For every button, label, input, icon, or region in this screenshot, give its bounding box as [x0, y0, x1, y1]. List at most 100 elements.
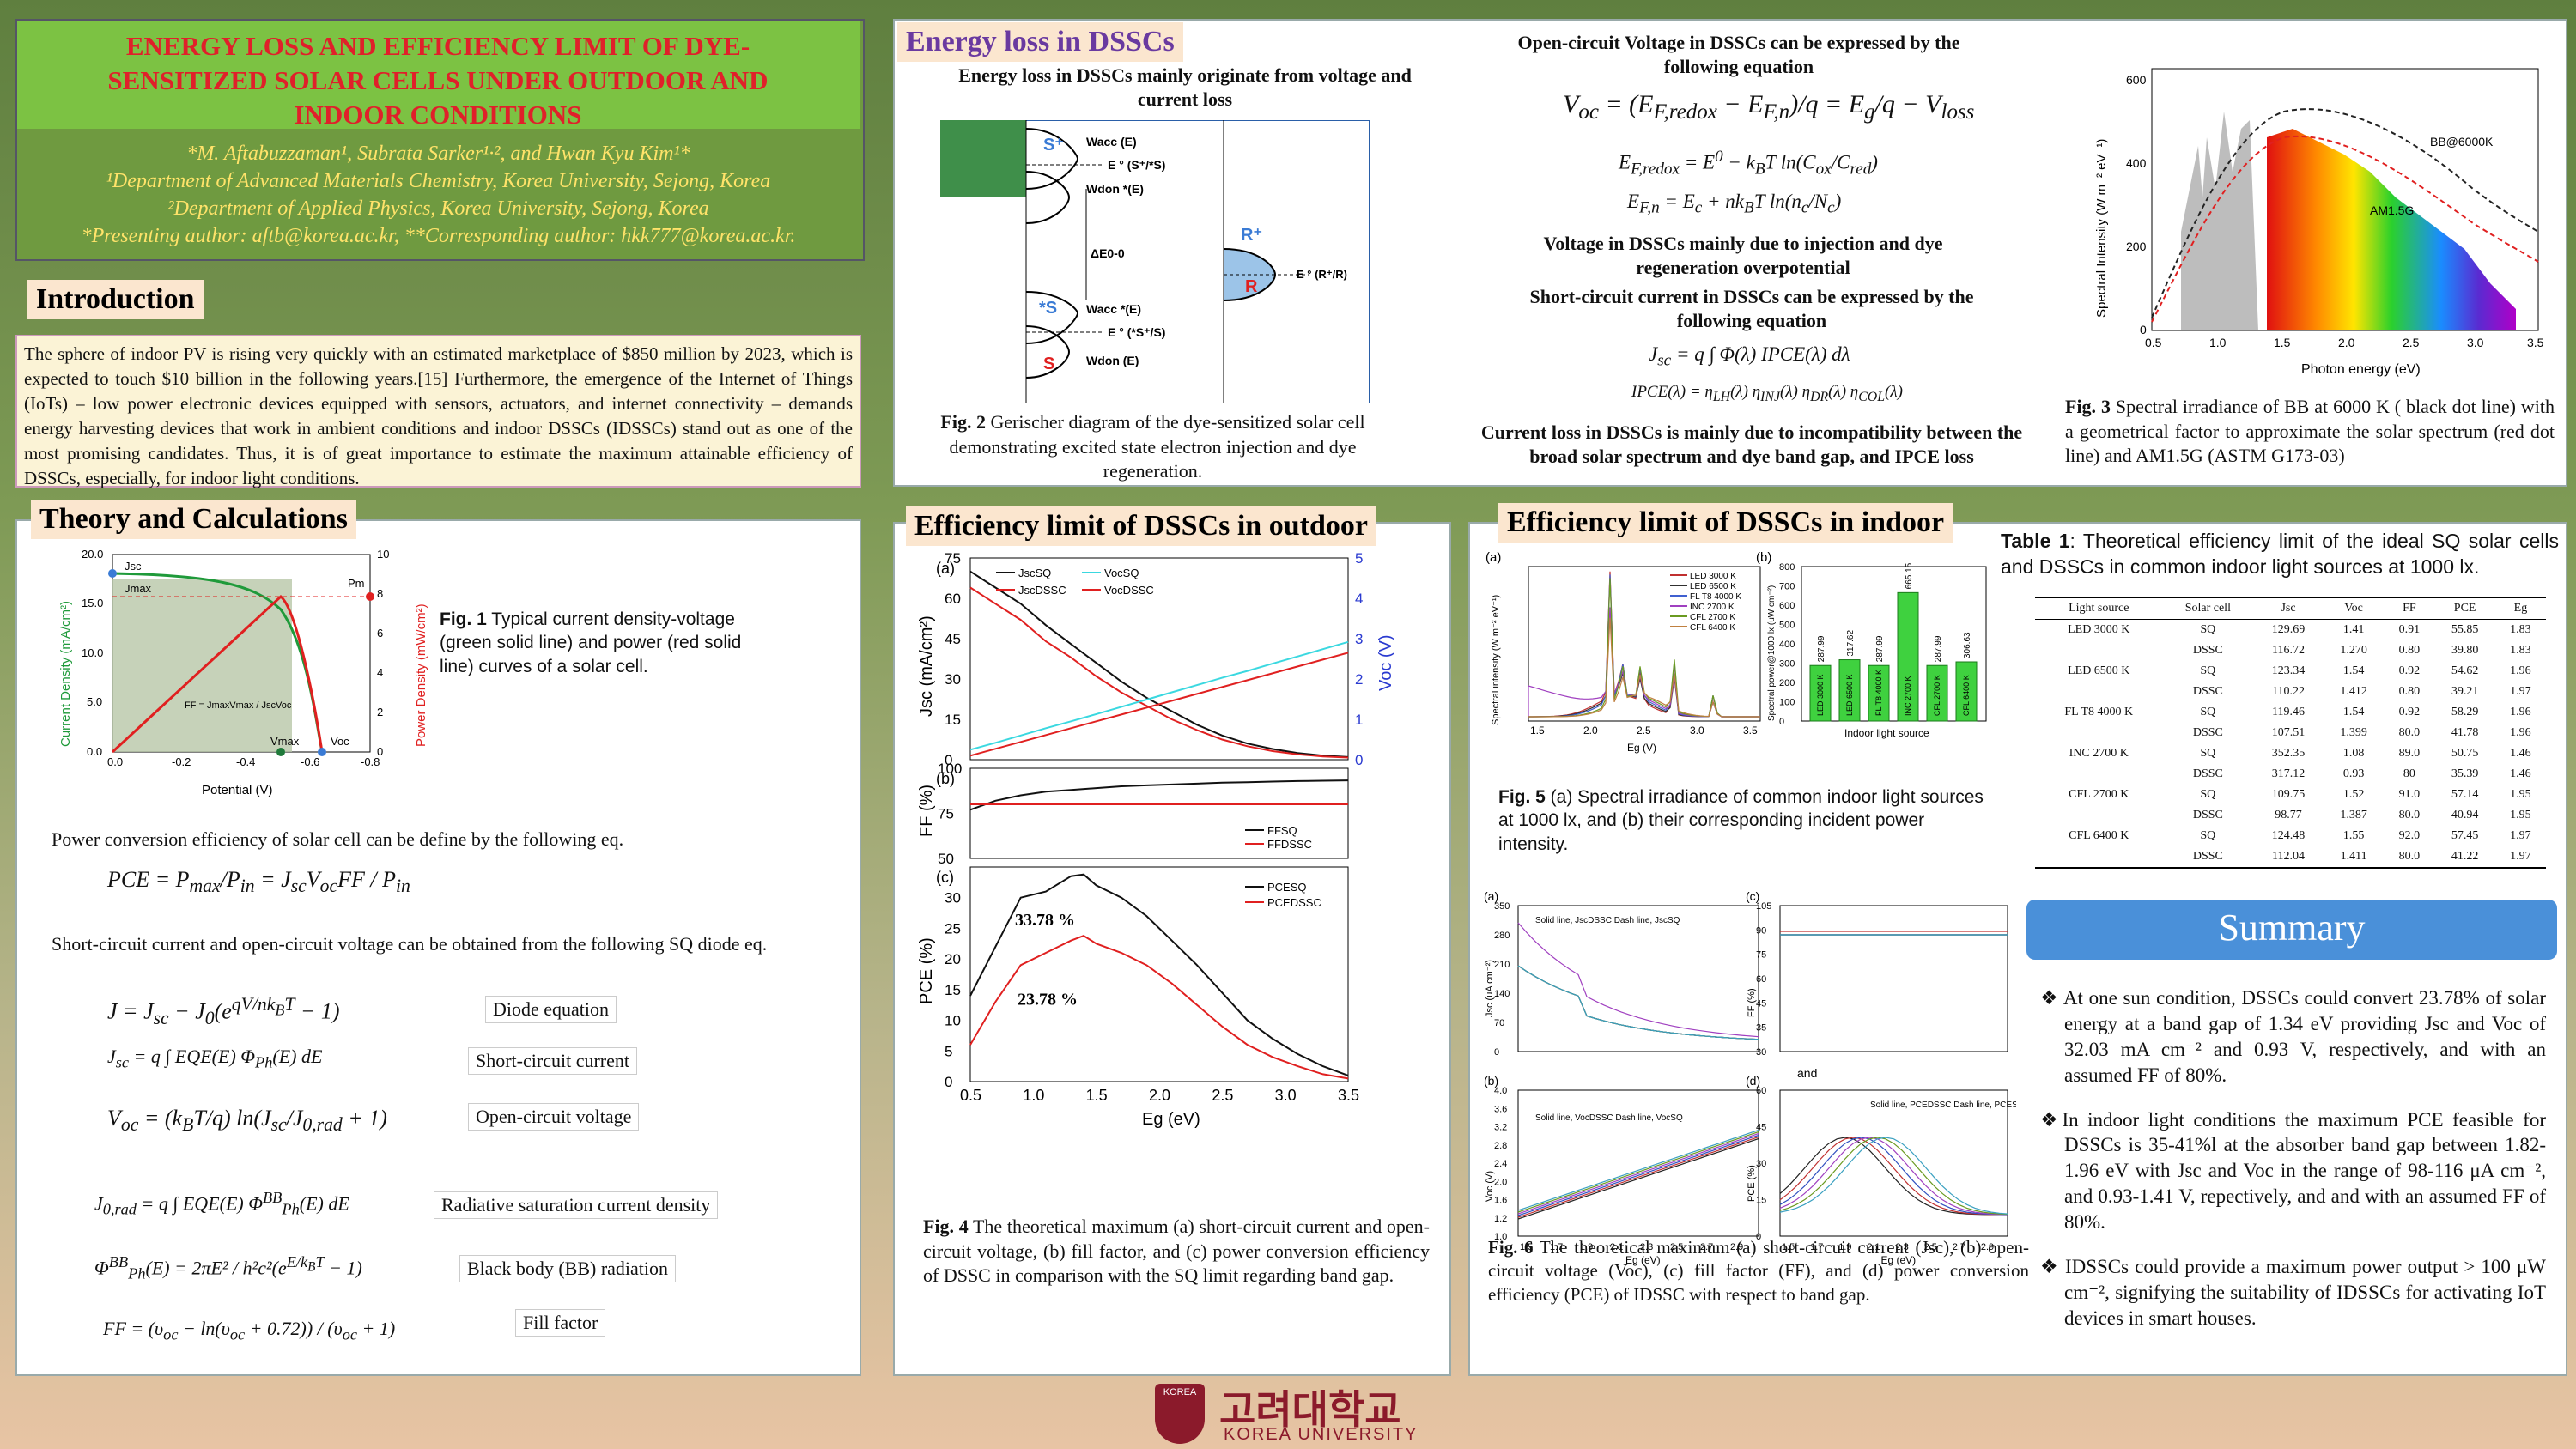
- fig5b-bar: [1868, 664, 1890, 722]
- fig1-y2label: Power Density (mW/cm²): [414, 603, 428, 747]
- label-short-circuit: Short-circuit current: [468, 1047, 637, 1075]
- fig6-series: [1517, 922, 1759, 1038]
- fig4c-legend-entry: PCEDSSC: [1267, 896, 1321, 909]
- table-cell: 35.39: [2451, 767, 2479, 780]
- diag-wacc2: Wacc *(E): [1086, 302, 1141, 316]
- fig1-caption-text: Typical current density-voltage (green s…: [440, 609, 742, 676]
- fig6-xtick: 1.5: [1520, 1242, 1533, 1252]
- summary-bullet-3-text: IDSSCs could provide a maximum power out…: [2064, 1256, 2546, 1329]
- fig5a-legend-entry: CFL 2700 K: [1690, 613, 1735, 622]
- intro-title: Introduction: [27, 280, 204, 319]
- fig1-jv-chart: Jsc Jmax Pm Vmax Voc FF = JmaxVmax / Jsc…: [58, 549, 428, 797]
- voc-note: Voltage in DSSCs mainly due to injection…: [1543, 233, 1943, 278]
- energy-subtitle: Energy loss in DSSCs mainly originate fr…: [958, 64, 1412, 110]
- fig6-ytick: 30: [1756, 1159, 1766, 1169]
- table-cell: SQ: [2200, 623, 2216, 636]
- presenting-author: *Presenting author: aftb@korea.ac.kr, **…: [81, 225, 796, 247]
- fig6-xtick: 1.9: [1580, 1242, 1593, 1252]
- fig5a-xtick: 1.5: [1530, 724, 1545, 737]
- fig3-ylabel: Spectral Intensity (W m⁻² eV⁻¹): [2094, 139, 2109, 318]
- fig1-voc-label: Voc: [331, 735, 349, 748]
- table-row: DSSC 107.51 1.399 80.0 41.78 1.96: [2035, 723, 2546, 743]
- fig1-pm-label: Pm: [348, 577, 365, 590]
- table-cell: 116.72: [2272, 644, 2306, 657]
- fig6-series: [1517, 1131, 1759, 1213]
- table-cell: 0.92: [2398, 706, 2421, 718]
- fig6-ytick: 60: [1756, 974, 1766, 985]
- fig4c-ytick: 20: [945, 951, 961, 967]
- fig4-caption-label: Fig. 4: [923, 1216, 969, 1237]
- table-row: FL T8 4000 K SQ 119.46 1.54 0.92 58.29 1.96: [2035, 702, 2546, 723]
- table1-title: Table 1: Theoretical efficiency limit of…: [2001, 528, 2559, 579]
- efn-equation: EF,n = Ec + nkBT ln(nc/Nc): [1627, 191, 1842, 217]
- table-cell: 317.12: [2271, 767, 2306, 780]
- fig6-xtick: 1.9: [1838, 1242, 1851, 1252]
- logo-seal-text: KOREA: [1163, 1387, 1197, 1397]
- table-row: INC 2700 K SQ 352.35 1.08 89.0 50.75 1.46: [2035, 743, 2546, 764]
- fig4a-y2tick: 4: [1355, 591, 1363, 607]
- fig6-ytick: 45: [1756, 998, 1766, 1009]
- table-cell: 89.0: [2398, 747, 2421, 760]
- fig6-ytick: 0: [1494, 1047, 1499, 1058]
- fig4-xtick: 2.0: [1149, 1087, 1170, 1104]
- table-cell: 0.91: [2398, 623, 2421, 636]
- fig6-ytick: 4.0: [1494, 1086, 1507, 1096]
- fig4-plot-frame: [969, 767, 1349, 859]
- fig4-xlabel: Eg (eV): [1142, 1110, 1200, 1129]
- table-cell: 40.94: [2451, 809, 2479, 822]
- th-eg: Eg: [2494, 597, 2546, 620]
- fig4a-y2tick: 0: [1355, 752, 1363, 768]
- fig6-xlabel: Eg (eV): [1881, 1254, 1917, 1266]
- university-name-english: KOREA UNIVERSITY: [1224, 1425, 1419, 1444]
- fig1-ytick-0: 0.0: [87, 745, 102, 758]
- fig4c-ylabel: PCE (%): [917, 937, 936, 1004]
- fig4-xtick: 3.5: [1338, 1087, 1359, 1104]
- diag-s: S: [1043, 355, 1054, 373]
- fig5-caption: Fig. 5 (a) Spectral irradiance of common…: [1498, 785, 1996, 856]
- fig6-xtick: 1.7: [1550, 1242, 1563, 1252]
- fig5b-bar: [1809, 664, 1832, 722]
- fig3-xtick-6: 3.5: [2527, 336, 2544, 349]
- diode-equation: J = Jsc − J0(eqV/nkBT − 1): [107, 994, 340, 1028]
- fig5a-xtick: 2.5: [1637, 724, 1651, 737]
- fig4-panel-label: (c): [936, 869, 954, 886]
- label-fill-factor: Fill factor: [515, 1309, 606, 1337]
- fig6-indoor-limits: (a) 0 70 140 210 280 350 Jsc (uA cm⁻²) (c) 30 35 45…: [1484, 889, 2016, 1266]
- table-cell: 1.96: [2510, 706, 2531, 718]
- diag-r-plus: R⁺: [1241, 226, 1262, 245]
- fig1-jmax-label: Jmax: [125, 582, 152, 595]
- fig2-caption-text: Gerischer diagram of the dye-sensitized …: [949, 411, 1365, 482]
- fig6-frame: [1517, 1089, 1759, 1237]
- j0rad-equation: J0,rad = q ∫ EQE(E) ΦBBPh(E) dE: [94, 1189, 349, 1218]
- fig5b-bar-value: 287.99: [1934, 635, 1943, 662]
- fig5b-ylabel: Spectral power@1000 lx (uW cm⁻²): [1767, 585, 1777, 721]
- affiliation-1: ¹Department of Advanced Materials Chemis…: [106, 170, 771, 192]
- table-cell: 1.55: [2342, 829, 2365, 842]
- diag-e2: E ° (*S⁺/S): [1108, 325, 1165, 339]
- diag-wdon2: Wdon (E): [1086, 354, 1139, 367]
- fig6-series: [1779, 1137, 2008, 1216]
- fig2-caption-label: Fig. 2: [940, 411, 986, 433]
- fig1-ytick-2: 10.0: [82, 646, 103, 659]
- diag-er: E ° (R⁺/R): [1297, 268, 1347, 281]
- fig6-series: [1779, 1137, 2008, 1216]
- th-jsc: Jsc: [2253, 597, 2324, 620]
- fig3-xtick-0: 0.5: [2145, 336, 2162, 349]
- table-cell: SQ: [2200, 788, 2216, 801]
- fig6-ytick: 1.6: [1494, 1196, 1507, 1206]
- label-open-circuit: Open-circuit voltage: [468, 1103, 640, 1131]
- affiliation-2: ²Department of Applied Physics, Korea Un…: [167, 197, 709, 220]
- table-cell: CFL 6400 K: [2069, 829, 2129, 842]
- fig5b-ytick: 800: [1779, 562, 1795, 573]
- table-cell: [2035, 846, 2163, 869]
- table-cell: LED 3000 K: [2068, 623, 2130, 636]
- table-cell: DSSC: [2162, 846, 2254, 869]
- fig5b-ytick: 400: [1779, 640, 1795, 650]
- voc-dssc-equation: Voc = (EF,redox − EF,n)/q = Eg/q − Vloss: [1563, 90, 1975, 124]
- ipce-equation: IPCE(λ) = ηLH(λ) ηINJ(λ) ηDR(λ) ηCOL(λ): [1631, 383, 1903, 404]
- voc-equation: Voc = (kBT/q) ln(Jsc/J0,rad + 1): [107, 1106, 387, 1136]
- table-cell: 1.96: [2510, 664, 2531, 677]
- fig3-xtick-4: 2.5: [2403, 336, 2420, 349]
- label-blackbody: Black body (BB) radiation: [459, 1255, 677, 1282]
- table-cell: 80.0: [2398, 809, 2421, 822]
